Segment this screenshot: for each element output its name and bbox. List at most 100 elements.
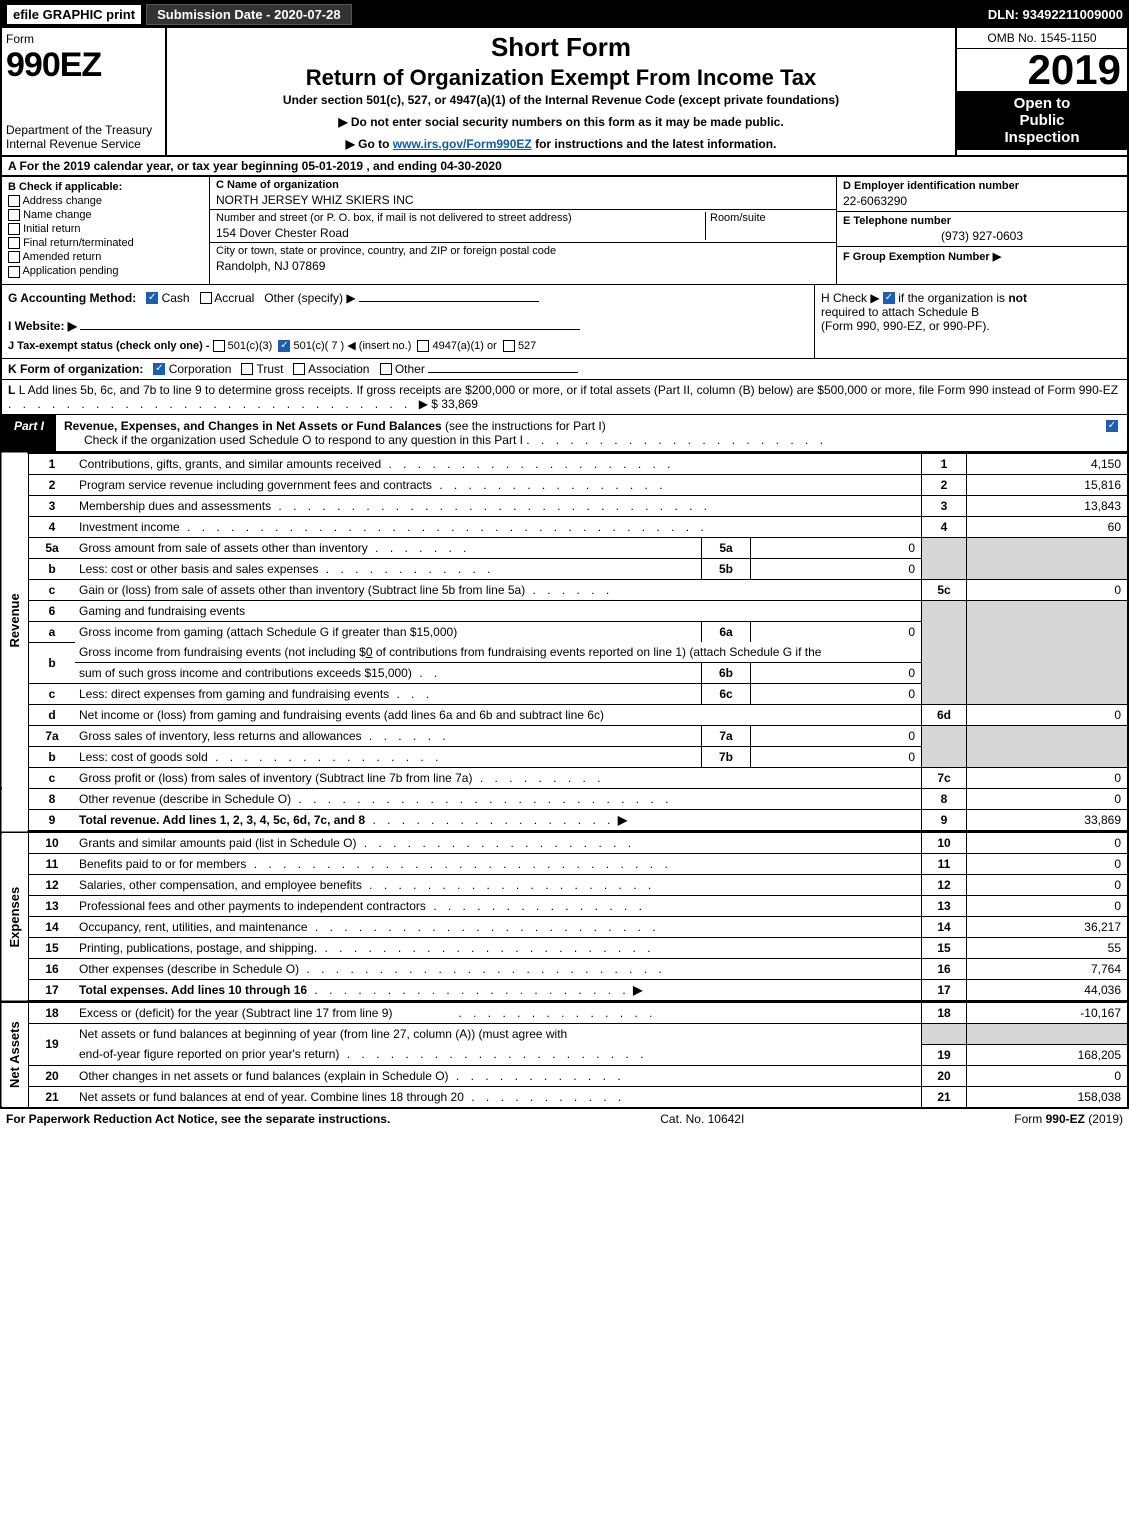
expenses-side-label: Expenses xyxy=(1,833,29,1002)
row-a-tax-year: A For the 2019 calendar year, or tax yea… xyxy=(0,157,1129,177)
line-21-num: 21 xyxy=(29,1086,76,1107)
line-9-desc: Total revenue. Add lines 1, 2, 3, 4, 5c,… xyxy=(79,813,365,827)
org-name-label: C Name of organization xyxy=(216,179,830,191)
line-17-col: 17 xyxy=(922,980,967,1002)
submission-date-button[interactable]: Submission Date - 2020-07-28 xyxy=(146,4,352,25)
line-15-col: 15 xyxy=(922,938,967,959)
website-input[interactable] xyxy=(80,329,580,330)
short-form-title: Short Form xyxy=(175,32,947,63)
line-7b-minival: 0 xyxy=(751,747,922,768)
row-j: J Tax-exempt status (check only one) - 5… xyxy=(8,339,808,352)
line-5a-minicol: 5a xyxy=(702,537,751,558)
city-label: City or town, state or province, country… xyxy=(216,245,830,257)
header-right: OMB No. 1545-1150 2019 Open to Public In… xyxy=(955,28,1127,155)
line-1-col: 1 xyxy=(922,453,967,474)
other-method-input[interactable] xyxy=(359,301,539,302)
line-11-desc: Benefits paid to or for members xyxy=(79,857,246,871)
line-7b-num: b xyxy=(29,747,76,768)
city-state-zip: Randolph, NJ 07869 xyxy=(216,259,830,273)
shade-19 xyxy=(922,1024,967,1045)
line-17-desc: Total expenses. Add lines 10 through 16 xyxy=(79,983,307,997)
efile-top-bar: efile GRAPHIC print Submission Date - 20… xyxy=(0,0,1129,28)
ein-value: 22-6063290 xyxy=(843,194,1121,208)
line-17-num: 17 xyxy=(29,980,76,1002)
dots: . . . . . . . . . . . . . . . . . . . . … xyxy=(8,397,419,411)
label-name-change: Name change xyxy=(23,209,92,221)
footer-form-year: (2019) xyxy=(1085,1112,1123,1126)
h-not: not xyxy=(1008,291,1027,305)
checkbox-cash[interactable]: ✓ xyxy=(146,292,158,304)
under-section: Under section 501(c), 527, or 4947(a)(1)… xyxy=(175,93,947,107)
checkbox-address-change[interactable] xyxy=(8,195,20,207)
label-cash: Cash xyxy=(162,291,190,305)
other-org-input[interactable] xyxy=(428,372,578,373)
checkbox-schedule-o-part1[interactable]: ✓ xyxy=(1106,420,1118,432)
line-6-desc: Gaming and fundraising events xyxy=(75,600,922,621)
line-14-col: 14 xyxy=(922,917,967,938)
h-text-1: if the organization is xyxy=(898,291,1008,305)
checkbox-association[interactable] xyxy=(293,363,305,375)
label-initial-return: Initial return xyxy=(23,223,80,235)
irs-link[interactable]: www.irs.gov/Form990EZ xyxy=(393,137,532,151)
row-g: G Accounting Method: ✓ Cash Accrual Othe… xyxy=(8,291,808,305)
checkbox-name-change[interactable] xyxy=(8,209,20,221)
line-5a-minival: 0 xyxy=(751,537,922,558)
line-6a-num: a xyxy=(29,621,76,642)
website-label: I Website: ▶ xyxy=(8,319,77,333)
checkbox-accrual[interactable] xyxy=(200,292,212,304)
checkbox-application-pending[interactable] xyxy=(8,266,20,278)
line-18-col: 18 xyxy=(922,1003,967,1024)
line-19-num: 19 xyxy=(29,1024,76,1066)
page-footer: For Paperwork Reduction Act Notice, see … xyxy=(0,1107,1129,1129)
line-1-value: 4,150 xyxy=(967,453,1129,474)
line-6b-num: b xyxy=(29,642,76,684)
line-2-col: 2 xyxy=(922,474,967,495)
line-9-num: 9 xyxy=(29,810,76,832)
footer-form-pre: Form xyxy=(1014,1112,1045,1126)
line-13-value: 0 xyxy=(967,896,1129,917)
checkbox-501c[interactable]: ✓ xyxy=(278,340,290,352)
dln-label: DLN: 93492211009000 xyxy=(988,7,1123,22)
l-text: L Add lines 5b, 6c, and 7b to line 9 to … xyxy=(19,383,1118,397)
column-b-checkboxes: B Check if applicable: Address change Na… xyxy=(2,177,210,284)
line-17-value: 44,036 xyxy=(967,980,1129,1002)
line-19-desc-1: Net assets or fund balances at beginning… xyxy=(75,1024,922,1045)
checkbox-initial-return[interactable] xyxy=(8,223,20,235)
checkbox-corporation[interactable]: ✓ xyxy=(153,363,165,375)
checkbox-schedule-b-not-required[interactable]: ✓ xyxy=(883,292,895,304)
line-8-desc: Other revenue (describe in Schedule O) xyxy=(79,792,291,806)
ein-label: D Employer identification number xyxy=(843,180,1121,192)
line-6d-num: d xyxy=(29,705,76,726)
line-6b-desc-1c: of contributions from fundraising events… xyxy=(373,645,822,659)
line-16-col: 16 xyxy=(922,959,967,980)
line-6b-desc-1: Gross income from fundraising events (no… xyxy=(79,645,366,659)
line-6b-minicol: 6b xyxy=(702,663,751,684)
line-4-num: 4 xyxy=(29,516,76,537)
checkbox-final-return[interactable] xyxy=(8,237,20,249)
checkbox-other-org[interactable] xyxy=(380,363,392,375)
checkbox-501c3[interactable] xyxy=(213,340,225,352)
footer-form-num: 990-EZ xyxy=(1046,1112,1085,1126)
col-b-head: B Check if applicable: xyxy=(8,181,203,193)
checkbox-527[interactable] xyxy=(503,340,515,352)
inspect-line3: Inspection xyxy=(959,129,1125,146)
line-19-col: 19 xyxy=(922,1044,967,1065)
checkbox-amended-return[interactable] xyxy=(8,251,20,263)
efile-print-button[interactable]: efile GRAPHIC print xyxy=(6,4,142,25)
room-suite-label: Room/suite xyxy=(710,212,766,224)
line-7b-desc: Less: cost of goods sold xyxy=(79,750,208,764)
section-bcdef: B Check if applicable: Address change Na… xyxy=(0,177,1129,284)
label-501c3: 501(c)(3) xyxy=(228,340,273,352)
form-header: Form 990EZ Department of the Treasury In… xyxy=(0,28,1129,157)
line-20-num: 20 xyxy=(29,1065,76,1086)
netassets-side-label: Net Assets xyxy=(1,1003,29,1107)
checkbox-trust[interactable] xyxy=(241,363,253,375)
line-18-desc: Excess or (deficit) for the year (Subtra… xyxy=(79,1006,392,1020)
l-amount: ▶ $ 33,869 xyxy=(419,397,478,411)
line-7c-value: 0 xyxy=(967,768,1129,789)
checkbox-4947[interactable] xyxy=(417,340,429,352)
row-i: I Website: ▶ xyxy=(8,319,808,333)
label-527: 527 xyxy=(518,340,536,352)
part-1-sub: Check if the organization used Schedule … xyxy=(64,433,523,447)
label-final-return: Final return/terminated xyxy=(23,237,134,249)
